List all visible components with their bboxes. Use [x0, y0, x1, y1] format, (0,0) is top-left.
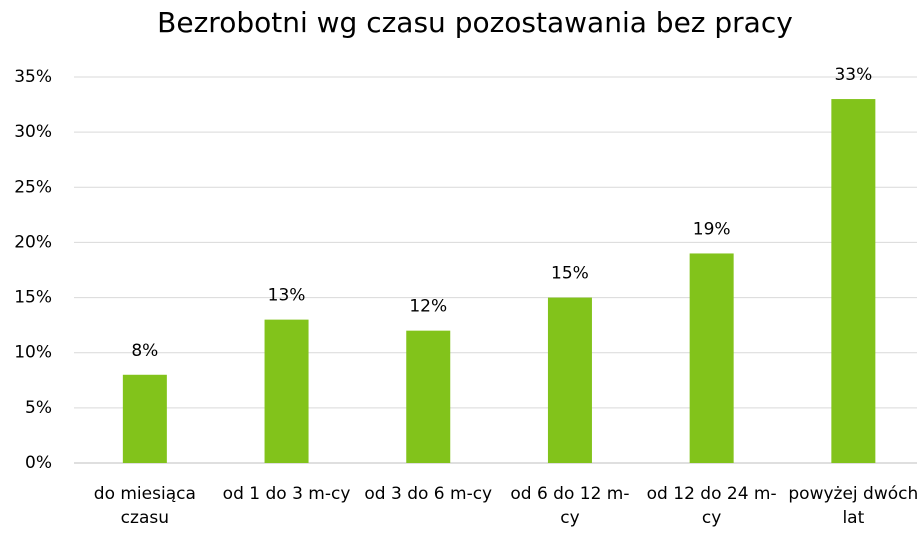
- bar: [264, 319, 309, 463]
- y-tick-label: 5%: [25, 398, 52, 418]
- bar: [122, 374, 167, 463]
- x-tick-label: od 6 do 12 m-cy: [510, 484, 630, 528]
- bar: [406, 330, 451, 463]
- x-tick-label: od 3 do 6 m-cy: [364, 484, 493, 504]
- data-label: 8%: [131, 341, 158, 361]
- x-tick-label: powyżej dwóch lat: [788, 484, 917, 528]
- bar: [689, 253, 734, 463]
- data-label: 13%: [268, 286, 306, 306]
- y-tick-label: 30%: [14, 122, 52, 142]
- data-label: 33%: [834, 65, 872, 85]
- data-label: 12%: [409, 297, 447, 317]
- y-tick-label: 25%: [14, 177, 52, 197]
- bar: [831, 99, 876, 464]
- y-tick-label: 20%: [14, 232, 52, 252]
- y-tick-label: 10%: [14, 343, 52, 363]
- data-label: 15%: [551, 264, 589, 284]
- data-label: 19%: [693, 219, 731, 239]
- bar: [547, 297, 592, 463]
- x-tick-label: od 12 do 24 m-cy: [646, 484, 777, 528]
- x-tick-label: do miesiąca czasu: [93, 484, 196, 528]
- x-tick-label: od 1 do 3 m-cy: [222, 484, 351, 504]
- chart-title: Bezrobotni wg czasu pozostawania bez pra…: [157, 6, 793, 39]
- y-tick-label: 0%: [25, 453, 52, 473]
- y-tick-label: 35%: [14, 67, 52, 87]
- y-tick-label: 15%: [14, 288, 52, 308]
